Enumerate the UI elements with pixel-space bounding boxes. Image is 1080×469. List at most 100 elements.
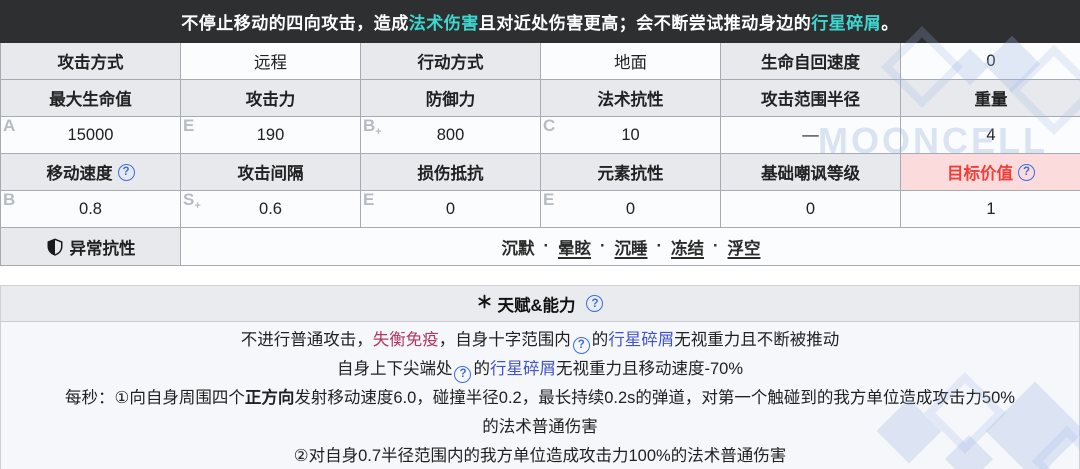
stat-grade: C xyxy=(543,116,556,135)
status-separator: · xyxy=(656,237,663,255)
text-segment: 无视重力且不断被推动 xyxy=(674,331,840,349)
stat-header-cell: 攻击方式 xyxy=(1,43,181,80)
stat-value-cell: C 10 xyxy=(541,117,721,154)
text-segment: ，自身十字范围内 xyxy=(438,331,571,349)
stat-header-cell: 攻击间隔 xyxy=(181,154,361,191)
help-icon[interactable]: ? xyxy=(586,295,604,312)
stat-value-cell: A 15000 xyxy=(1,117,181,154)
stat-header-cell: 行动方式 xyxy=(361,43,541,80)
stat-label: 法术抗性 xyxy=(597,91,664,109)
stat-header-cell: 基础嘲讽等级 xyxy=(721,154,901,191)
stat-header-cell: 攻击范围半径 xyxy=(721,80,901,117)
stat-grade: B+ xyxy=(363,116,382,139)
stat-grade: S+ xyxy=(183,190,201,213)
stats-table-row: A 15000 E 190 B+ 800 C 10 — 4 xyxy=(1,116,1080,154)
status-resist-label: 异常抗性 xyxy=(69,239,136,258)
stat-grade-plus: + xyxy=(375,126,382,138)
enemy-stats-table: 攻击方式 远程 行动方式 地面 生命自回速度 0 最大生命值 攻击力 防御力 法术抗性 攻击范围半径… xyxy=(0,43,1080,266)
status-resist-row: 异常抗性 沉默 · 晕眩 · 沉睡 · 冻结 · 浮空 xyxy=(1,228,1080,265)
stat-grade: E xyxy=(363,190,375,209)
talent-section-header: 天赋&能力 ? xyxy=(1,286,1079,322)
inline-link[interactable]: 行星碎屑 xyxy=(489,360,556,378)
inline-link[interactable]: 行星碎屑 xyxy=(811,14,882,33)
status-item[interactable]: 冻结 xyxy=(671,239,704,258)
stat-label: 元素抗性 xyxy=(597,165,664,183)
help-icon[interactable]: ? xyxy=(572,337,590,354)
bold-text-segment: 正方向 xyxy=(244,389,295,407)
text-segment: 自身上下尖端处 xyxy=(336,360,453,378)
talent-section-title: 天赋&能力 xyxy=(497,296,576,315)
stat-value: 0.8 xyxy=(79,199,102,218)
stat-label: 攻击力 xyxy=(245,91,296,109)
stat-value: 190 xyxy=(256,125,285,144)
stat-value: 800 xyxy=(436,125,465,144)
stat-value: 15000 xyxy=(67,125,114,144)
talent-line: 每秒：①向自身周围四个正方向发射移动速度6.0，碰撞半径0.2，最长持续0.2s… xyxy=(1,384,1079,442)
help-icon[interactable]: ? xyxy=(117,163,135,181)
stat-value: 0 xyxy=(445,199,456,218)
inline-link[interactable]: 失衡免疫 xyxy=(372,331,439,349)
status-separator: · xyxy=(713,237,719,255)
text-segment: 每秒：①向自身周围四个 xyxy=(65,389,245,407)
stats-table-row: B 0.8 S+ 0.6 E 0 E 0 0 1 xyxy=(1,190,1080,228)
stat-value: 1 xyxy=(986,199,996,218)
stat-value: 0 xyxy=(805,199,816,218)
stat-value-cell: 0 xyxy=(721,191,901,228)
text-segment: 的 xyxy=(473,360,490,378)
stat-value-cell: B+ 800 xyxy=(361,117,541,154)
text-segment: 发射移动速度6.0，碰撞半径0.2，最长持续0.2s的弹道，对第一个触碰到的我方… xyxy=(294,389,1015,407)
text-segment: ②对自身0.7半径范围内的我方单位造成攻击力100%的法术普通伤害 xyxy=(293,447,787,465)
stat-header-cell: 移动速度? xyxy=(1,154,181,191)
talent-line: 不进行普通攻击，失衡免疫，自身十字范围内? 的行星碎屑无视重力且不断被推动 xyxy=(1,326,1079,355)
stat-label: 重量 xyxy=(974,91,1008,109)
stat-label: 目标价值 xyxy=(947,165,1013,183)
status-resist-value-cell: 沉默 · 晕眩 · 沉睡 · 冻结 · 浮空 xyxy=(181,228,1080,265)
inline-link[interactable]: 行星碎屑 xyxy=(608,331,675,349)
six-point-asterisk-icon xyxy=(477,294,492,314)
status-item[interactable]: 晕眩 xyxy=(558,239,591,258)
stat-label: 基础嘲讽等级 xyxy=(761,165,860,183)
stat-header-cell: 最大生命值 xyxy=(1,80,181,117)
stat-header-cell: 生命自回速度 xyxy=(721,43,901,80)
stat-header-cell: 元素抗性 xyxy=(541,154,721,191)
stat-grade: A xyxy=(3,116,16,135)
stat-grade: B xyxy=(3,190,16,209)
stat-label: 生命自回速度 xyxy=(761,54,860,72)
talent-description: 不进行普通攻击，失衡免疫，自身十字范围内? 的行星碎屑无视重力且不断被推动 自身上下… xyxy=(1,322,1079,469)
stat-header-cell: 损伤抵抗 xyxy=(361,154,541,191)
status-list: 沉默 · 晕眩 · 沉睡 · 冻结 · 浮空 xyxy=(502,235,761,259)
stat-value: 地面 xyxy=(614,54,647,72)
status-item[interactable]: 浮空 xyxy=(727,239,761,258)
stat-label: 移动速度 xyxy=(46,165,113,183)
stat-label: 攻击范围半径 xyxy=(761,91,860,109)
text-segment: 。 xyxy=(881,14,899,33)
stat-label: 攻击方式 xyxy=(57,54,124,72)
text-segment: 不进行普通攻击， xyxy=(240,331,373,349)
shield-icon xyxy=(46,238,64,256)
stat-label: 最大生命值 xyxy=(49,91,132,109)
talent-line: ②对自身0.7半径范围内的我方单位造成攻击力100%的法术普通伤害 xyxy=(1,442,1079,469)
stat-header-cell: 目标价值? xyxy=(901,154,1080,191)
stat-value: 0 xyxy=(986,51,996,70)
stat-value: 4 xyxy=(986,125,996,144)
stat-value-cell: 远程 xyxy=(181,43,361,80)
stat-value-cell: S+ 0.6 xyxy=(181,191,361,228)
stat-label: 行动方式 xyxy=(417,54,484,72)
stat-header-cell: 法术抗性 xyxy=(541,80,721,117)
stat-grade: E xyxy=(183,116,195,135)
status-item[interactable]: 沉睡 xyxy=(614,239,648,258)
status-resist-label-cell: 异常抗性 xyxy=(1,228,181,265)
stat-value-cell: 0 xyxy=(901,43,1080,80)
stat-value: 远程 xyxy=(254,54,287,72)
help-icon[interactable]: ? xyxy=(1018,163,1035,181)
stat-label: 防御力 xyxy=(425,91,476,109)
help-icon[interactable]: ? xyxy=(454,366,472,383)
stat-value-cell: 4 xyxy=(901,117,1080,154)
text-segment: 且对近处伤害更高；会不断尝试推动身边的 xyxy=(478,14,812,33)
inline-link[interactable]: 法术伤害 xyxy=(408,14,479,33)
status-separator: · xyxy=(600,237,606,255)
enemy-description-banner: 不停止移动的四向攻击，造成 法术伤害 且对近处伤害更高；会不断尝试推动身边的 行星碎屑… xyxy=(0,0,1080,43)
